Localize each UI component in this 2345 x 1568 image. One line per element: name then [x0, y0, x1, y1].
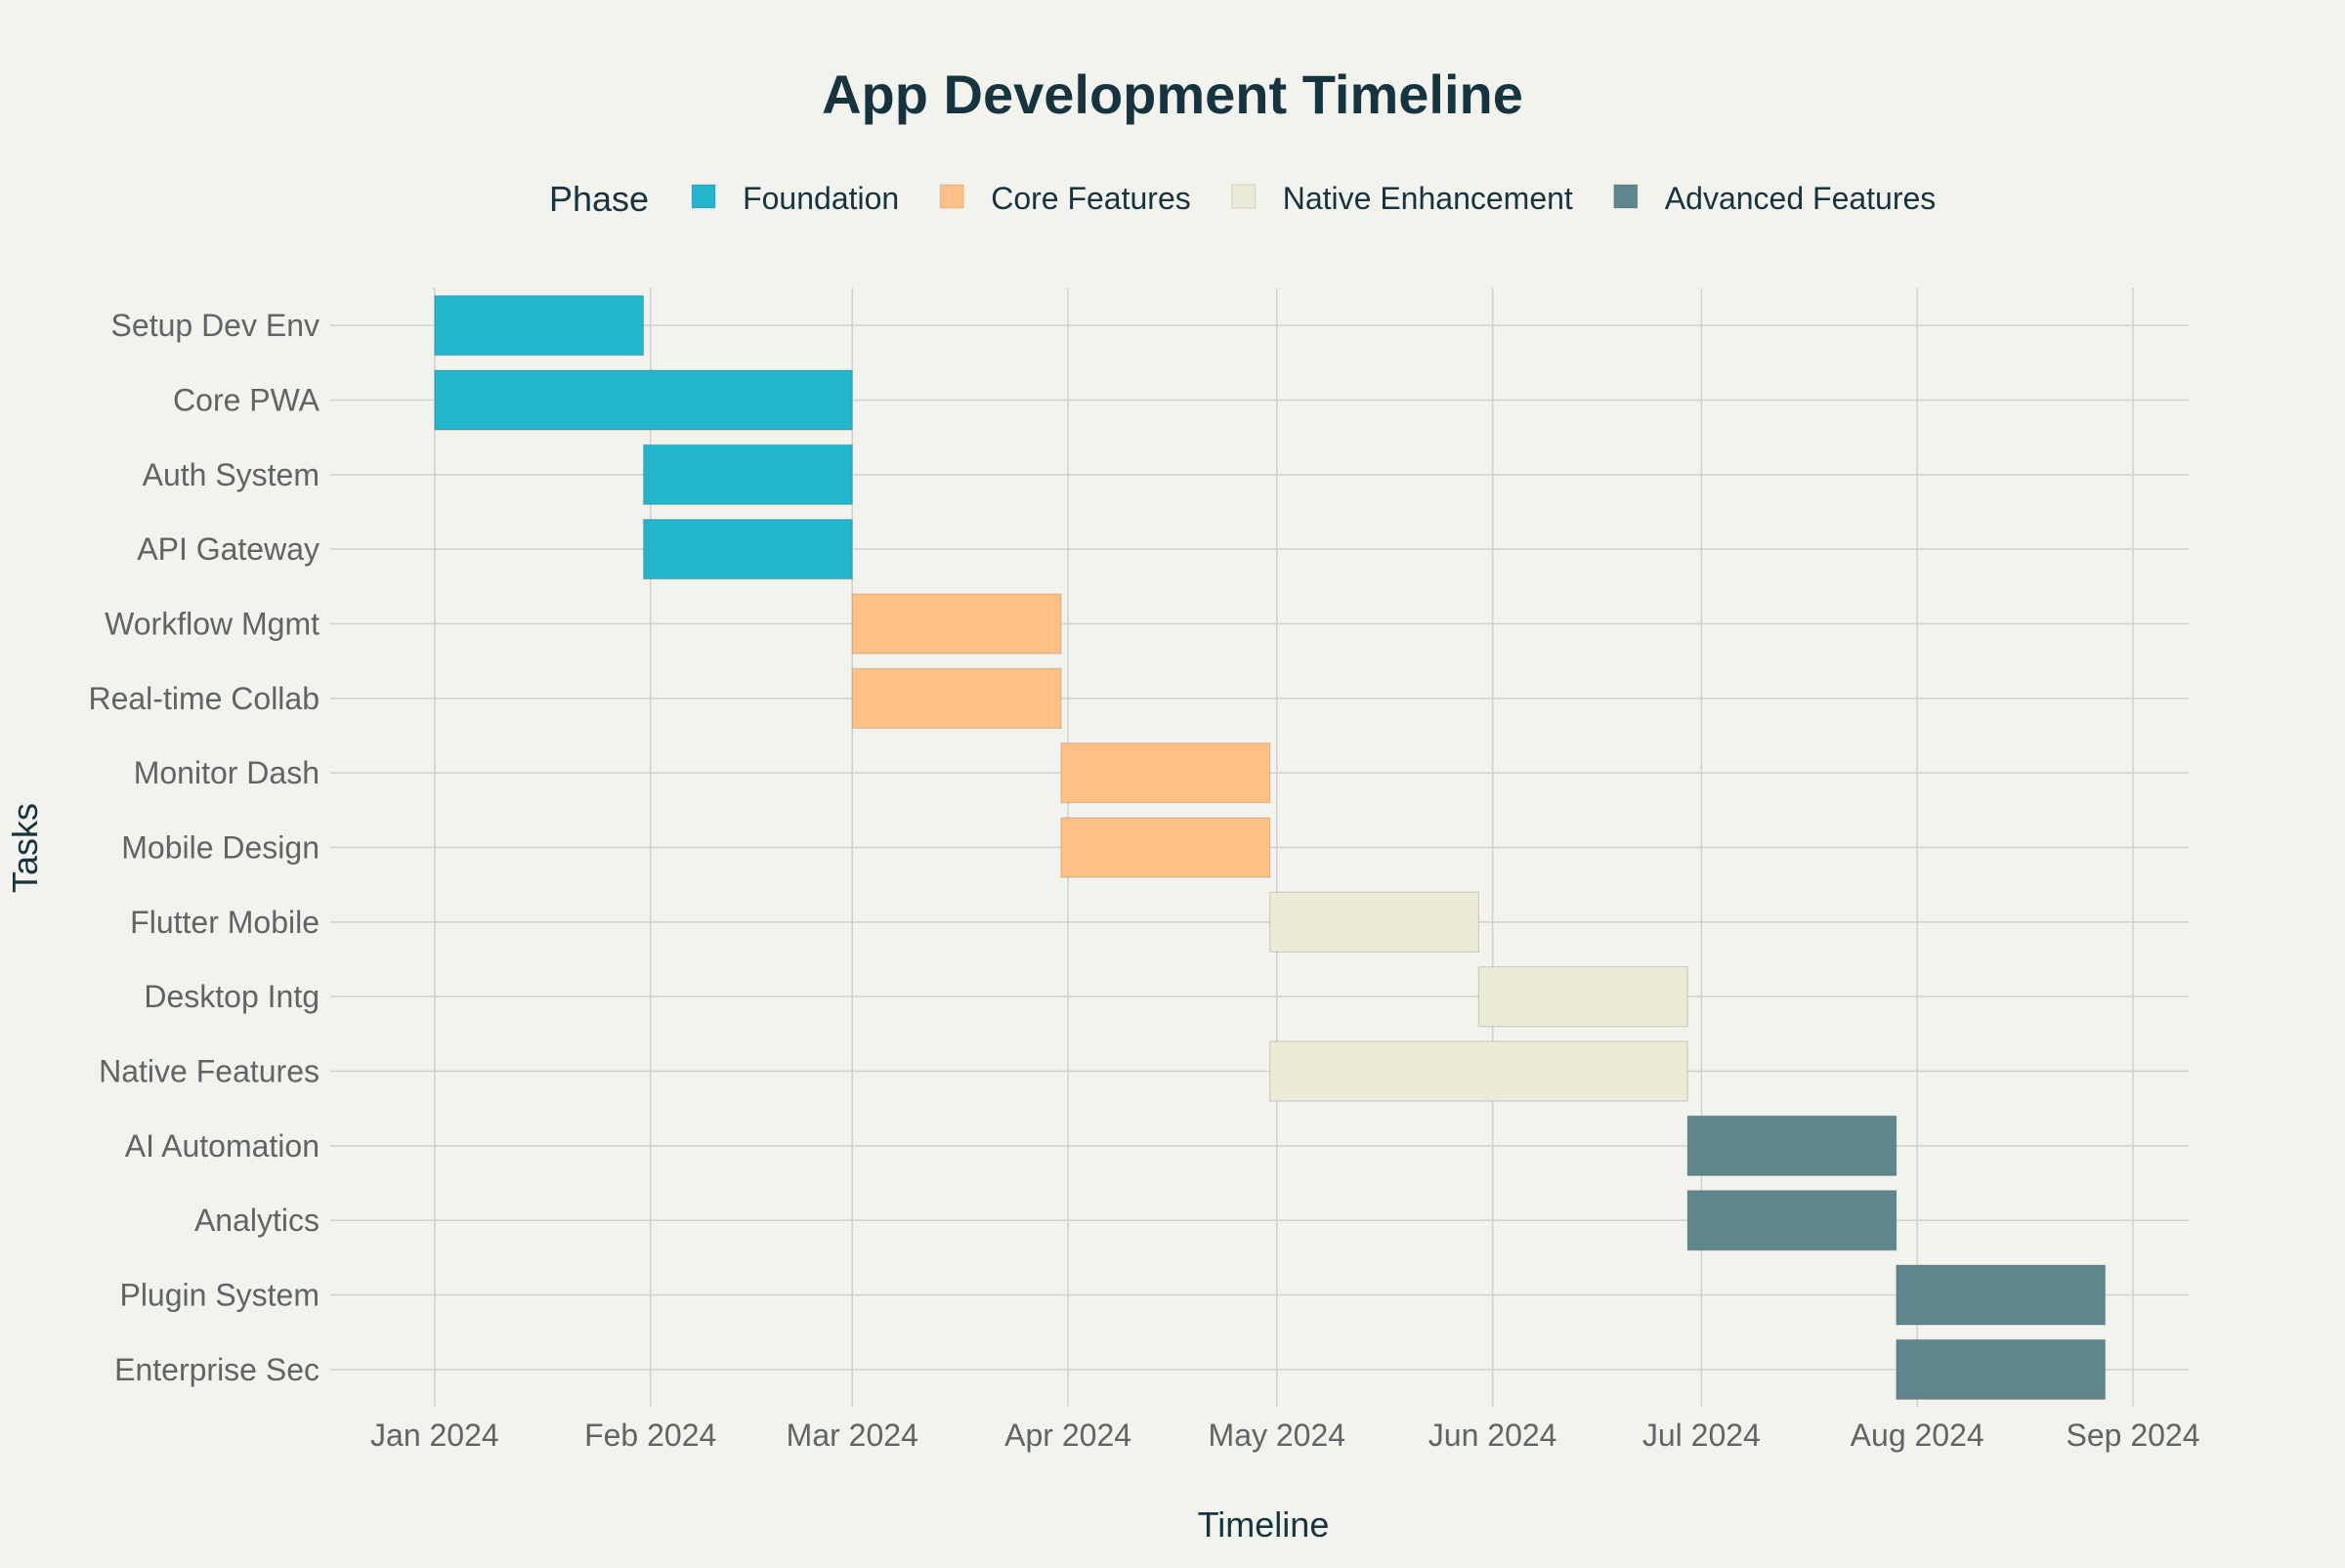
y-tick-label: Core PWA [173, 383, 320, 418]
bar-real-time-collab[interactable] [851, 667, 1062, 729]
bar-desktop-intg[interactable] [1477, 966, 1688, 1028]
x-tick-label: Mar 2024 [787, 1418, 918, 1453]
legend-label-advanced-features: Advanced Features [1665, 181, 1937, 216]
legend-swatch-core-features [939, 184, 964, 209]
bar-enterprise-sec[interactable] [1896, 1338, 2107, 1400]
bars [434, 295, 2107, 1400]
x-tick-label: Jan 2024 [370, 1418, 499, 1453]
x-tick-label: Jun 2024 [1428, 1418, 1557, 1453]
bar-workflow-mgmt[interactable] [851, 593, 1062, 655]
y-tick-label: Flutter Mobile [130, 905, 320, 940]
bar-core-pwa[interactable] [434, 369, 853, 431]
legend-label-foundation: Foundation [743, 181, 899, 216]
y-axis-title: Tasks [5, 803, 45, 893]
y-tick-label: Enterprise Sec [114, 1352, 320, 1387]
bar-flutter-mobile[interactable] [1269, 891, 1479, 953]
x-axis-title: Timeline [1198, 1504, 1330, 1545]
legend-swatch-native-enhancement [1231, 184, 1257, 209]
y-tick-label: Analytics [194, 1203, 320, 1238]
y-tick-label: Native Features [99, 1054, 320, 1089]
y-tick-label: Desktop Intg [144, 979, 320, 1014]
x-tick-label: Jul 2024 [1642, 1418, 1761, 1453]
y-tick-label: Plugin System [119, 1278, 320, 1313]
x-tick-label: May 2024 [1209, 1418, 1346, 1453]
y-tick-label: AI Automation [125, 1128, 320, 1164]
legend-title: Phase [549, 179, 649, 219]
bar-mobile-design[interactable] [1060, 817, 1271, 878]
bar-native-features[interactable] [1269, 1040, 1688, 1102]
legend-label-core-features: Core Features [991, 181, 1191, 216]
x-tick-label: Apr 2024 [1004, 1418, 1131, 1453]
y-tick-label: Monitor Dash [134, 755, 320, 790]
bar-api-gateway[interactable] [642, 519, 853, 580]
y-tick-label: Auth System [143, 457, 320, 492]
y-tick-label: Setup Dev Env [111, 308, 320, 343]
bar-auth-system[interactable] [642, 444, 853, 505]
x-tick-label: Aug 2024 [1851, 1418, 1984, 1453]
legend-swatch-foundation [691, 184, 716, 209]
legend: Phase Foundation Core Features Native Enha… [549, 179, 1936, 219]
bar-setup-dev-env[interactable] [434, 295, 645, 357]
y-tick-label: Workflow Mgmt [105, 607, 320, 642]
legend-label-native-enhancement: Native Enhancement [1283, 181, 1573, 216]
y-tick-labels: Setup Dev Env Core PWA Auth System API Gate… [88, 308, 320, 1387]
chart-title: App Development Timeline [822, 64, 1523, 125]
x-tick-label: Sep 2024 [2067, 1418, 2200, 1453]
bar-monitor-dash[interactable] [1060, 742, 1271, 804]
legend-swatch-advanced-features [1613, 184, 1639, 209]
y-tick-label: API Gateway [137, 531, 320, 567]
y-tick-label: Real-time Collab [88, 681, 320, 716]
bar-plugin-system[interactable] [1896, 1264, 2107, 1326]
x-tick-labels: Jan 2024 Feb 2024 Mar 2024 Apr 2024 May 2024… [370, 1418, 2200, 1453]
x-tick-label: Feb 2024 [584, 1418, 716, 1453]
bar-ai-automation[interactable] [1686, 1115, 1897, 1176]
y-tick-label: Mobile Design [121, 830, 320, 866]
bar-analytics[interactable] [1686, 1190, 1897, 1251]
